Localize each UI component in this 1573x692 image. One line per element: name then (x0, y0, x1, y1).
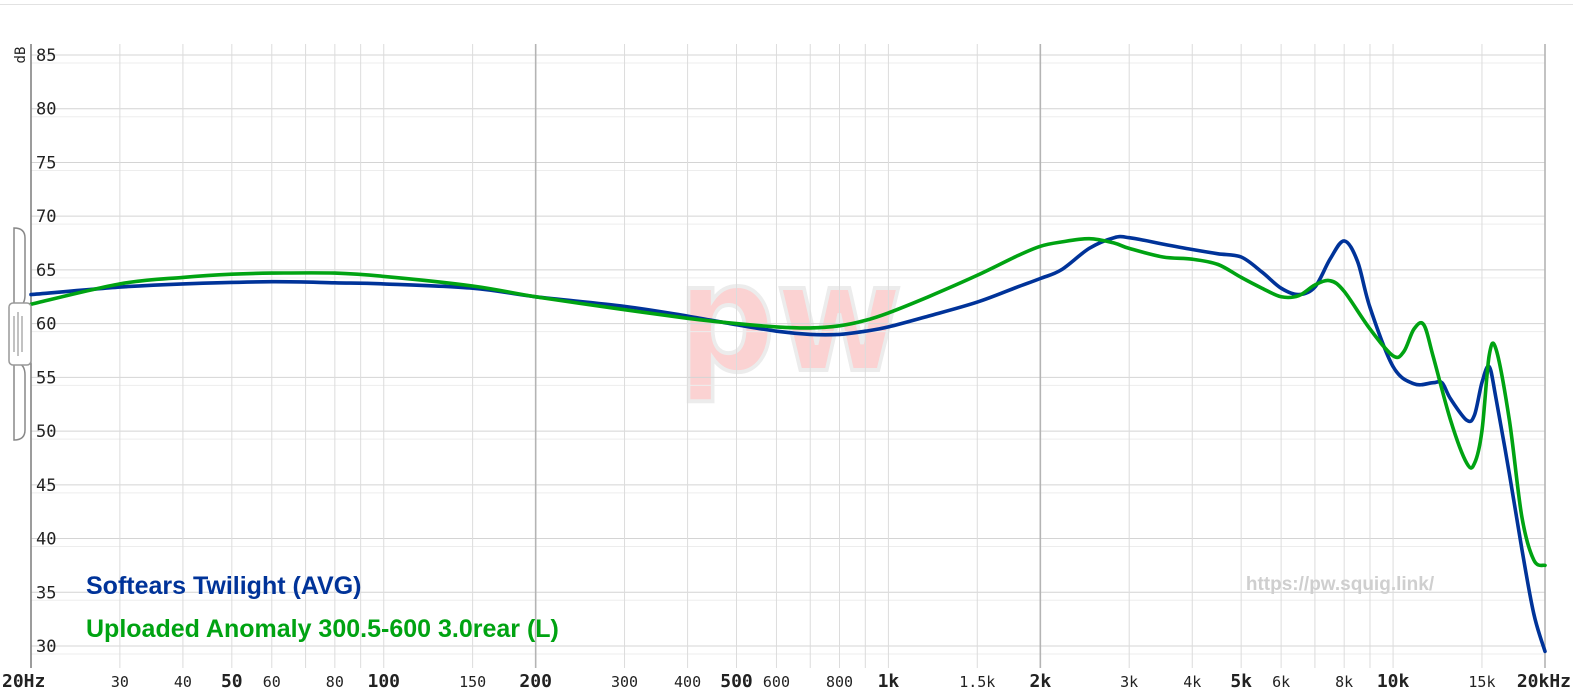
legend-entry-softears-twilight[interactable]: Softears Twilight (AVG) (86, 572, 361, 600)
source-url-annotation: https://pw.squig.link/ (1246, 574, 1435, 595)
y-tick-label: 75 (36, 153, 56, 173)
x-tick-label: 400 (674, 673, 701, 691)
y-tick-label: 85 (36, 46, 56, 66)
x-tick-label: 40 (174, 673, 192, 691)
x-tick-label: 10k (1377, 671, 1410, 692)
x-tick-label: 2k (1029, 671, 1051, 692)
y-tick-label: 80 (36, 100, 56, 120)
y-tick-labels: 85 80 75 70 65 60 55 50 45 40 35 30 (36, 46, 56, 657)
y-tick-label: 50 (36, 422, 56, 442)
y-tick-label: 70 (36, 207, 56, 227)
chart-grid (30, 44, 1546, 668)
y-tick-label: 35 (36, 583, 56, 603)
x-tick-label: 150 (459, 673, 486, 691)
x-tick-label: 800 (826, 673, 853, 691)
y-tick-label: 40 (36, 530, 56, 550)
legend-entry-uploaded-anomaly[interactable]: Uploaded Anomaly 300.5-600 3.0rear (L) (86, 615, 559, 643)
y-tick-label: 45 (36, 476, 56, 496)
y-tick-label: 60 (36, 315, 56, 335)
x-tick-label: 3k (1120, 673, 1138, 691)
y-tick-label: 65 (36, 261, 56, 281)
x-tick-label: 4k (1183, 673, 1201, 691)
x-tick-label: 100 (367, 671, 400, 692)
x-tick-label: 600 (763, 673, 790, 691)
x-tick-label: 80 (326, 673, 344, 691)
series-line-softears-twilight[interactable] (29, 234, 1547, 654)
x-tick-label: 30 (111, 673, 129, 691)
x-tick-label: 300 (611, 673, 638, 691)
x-tick-label: 500 (720, 671, 753, 692)
x-tick-label: 1.5k (959, 673, 995, 691)
series-line-uploaded-anomaly[interactable] (29, 236, 1547, 568)
y-axis-label: dB (13, 47, 29, 64)
x-tick-label: 5k (1230, 671, 1252, 692)
x-tick-label: 50 (221, 671, 243, 692)
x-tick-label: 8k (1335, 673, 1353, 691)
x-tick-label: 15k (1468, 673, 1495, 691)
x-tick-label: 20kHz (1517, 671, 1571, 692)
x-tick-labels: 20Hz 30 40 50 60 80 100 150 200 300 400 500 600 800 1k… (2, 671, 1571, 692)
x-tick-label: 20Hz (2, 671, 45, 692)
y-tick-label: 55 (36, 368, 56, 388)
handle-grip[interactable] (8, 302, 32, 366)
x-tick-label: 6k (1272, 673, 1290, 691)
y-tick-label: 30 (36, 637, 56, 657)
chart-legend: Softears Twilight (AVG) Uploaded Anomaly… (86, 572, 559, 643)
series-lines (29, 234, 1547, 654)
top-toolbar-edge (0, 0, 1573, 5)
x-tick-label: 60 (263, 673, 281, 691)
x-tick-label: 1k (878, 671, 900, 692)
y-scale-drag-handle[interactable] (8, 227, 32, 441)
x-tick-label: 200 (519, 671, 552, 692)
